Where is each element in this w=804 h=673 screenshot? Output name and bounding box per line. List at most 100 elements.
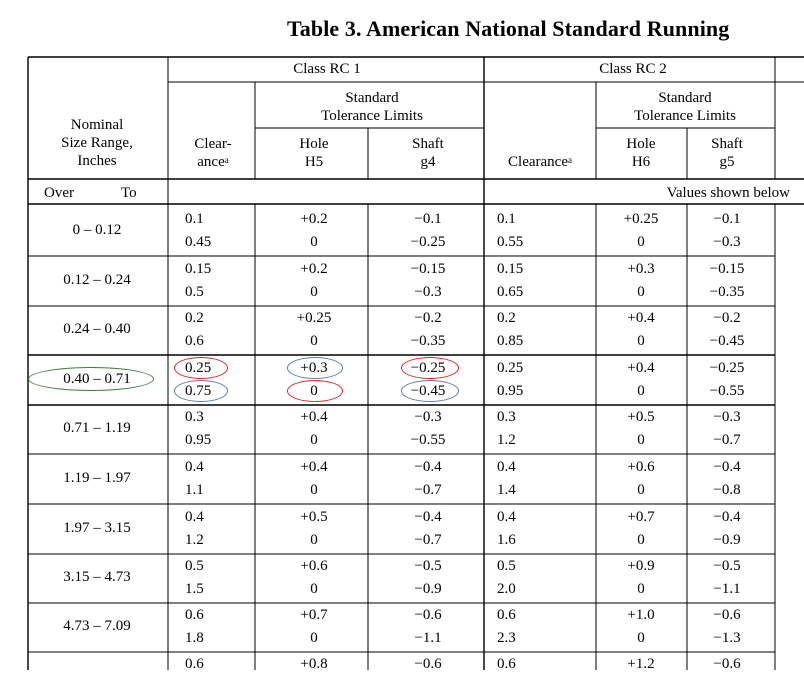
rc2-clearance-value: 0.95 bbox=[497, 383, 524, 399]
rc2-hole-h6-value: 0 bbox=[637, 482, 645, 498]
rc2-shaft-g5-value: −1.3 bbox=[713, 630, 741, 646]
nominal-size-range: 1.19 – 1.97 bbox=[63, 470, 131, 486]
nominal-size-range: 1.97 – 3.15 bbox=[63, 520, 131, 536]
blue-ellipse-mark-hole bbox=[287, 357, 343, 379]
rc1-shaft-g4-value: −0.9 bbox=[414, 581, 442, 597]
rc2-shaft-g5-value: −0.45 bbox=[709, 333, 745, 349]
rc1-shaft-g4-value: −0.6 bbox=[414, 607, 442, 623]
to-label: To bbox=[121, 185, 137, 201]
rc2-clearance-value: 0.4 bbox=[497, 509, 516, 525]
red-ellipse-mark-clearance bbox=[174, 357, 228, 379]
clearance-header-rc1-2: ancea bbox=[197, 154, 229, 170]
rc1-shaft-g4-value: −0.3 bbox=[414, 284, 442, 300]
rc1-shaft-g4-value: −0.1 bbox=[414, 211, 442, 227]
rc2-hole-h6-value: +0.7 bbox=[627, 509, 655, 525]
rc1-shaft-g4-value: −0.7 bbox=[414, 482, 442, 498]
rc2-hole-h6-value: 0 bbox=[637, 432, 645, 448]
rc1-shaft-g4-value: −0.35 bbox=[410, 333, 446, 349]
tol-limits-header-rc1: Tolerance Limits bbox=[321, 108, 423, 124]
rc1-shaft-g4-value: −1.1 bbox=[414, 630, 442, 646]
rc2-hole-h6-value: 0 bbox=[637, 581, 645, 597]
rc1-shaft-g4-value: −0.7 bbox=[414, 532, 442, 548]
rc1-hole-h5-value: +0.8 bbox=[300, 656, 328, 672]
rc1-clearance-value: 0.5 bbox=[185, 284, 204, 300]
rc1-clearance-value: 0.95 bbox=[185, 432, 212, 448]
rc1-clearance-value: 1.2 bbox=[185, 532, 204, 548]
rc1-shaft-g4-value: −0.2 bbox=[414, 310, 442, 326]
rc1-clearance-value: 1.8 bbox=[185, 630, 204, 646]
rc2-shaft-g5-value: −0.55 bbox=[709, 383, 745, 399]
rc1-hole-h5-value: +0.6 bbox=[300, 558, 328, 574]
rc2-hole-h6-value: 0 bbox=[637, 333, 645, 349]
rc2-hole-h6-value: 0 bbox=[637, 234, 645, 250]
rc2-clearance-value: 0.1 bbox=[497, 211, 516, 227]
class-rc1-header: Class RC 1 bbox=[293, 61, 361, 77]
rc2-shaft-g5-value: −0.7 bbox=[713, 432, 741, 448]
rc2-hole-h6-value: 0 bbox=[637, 284, 645, 300]
nominal-size-range: 0 – 0.12 bbox=[72, 222, 122, 238]
nominal-header-2: Size Range, bbox=[61, 135, 133, 151]
nominal-header-1: Nominal bbox=[70, 117, 124, 133]
rc2-hole-h6-value: 0 bbox=[637, 383, 645, 399]
rc1-hole-h5-value: +0.25 bbox=[296, 310, 332, 326]
rc1-hole-h5-value: 0 bbox=[310, 284, 318, 300]
rc1-clearance-value: 0.4 bbox=[185, 459, 204, 475]
rc1-hole-h5-value: 0 bbox=[310, 234, 318, 250]
red-ellipse-mark-hole bbox=[287, 380, 343, 402]
shaft-header-rc1: Shaft bbox=[412, 136, 444, 152]
h6-header: H6 bbox=[631, 154, 651, 170]
rc2-hole-h6-value: +0.6 bbox=[627, 459, 655, 475]
rc2-shaft-g5-value: −0.4 bbox=[713, 459, 741, 475]
rc2-clearance-value: 0.55 bbox=[497, 234, 524, 250]
rc2-clearance-value: 0.15 bbox=[497, 261, 524, 277]
hole-header-rc2: Hole bbox=[626, 136, 656, 152]
rc1-hole-h5-value: +0.2 bbox=[300, 211, 328, 227]
nominal-header-3: Inches bbox=[77, 153, 117, 169]
rc2-shaft-g5-value: −0.3 bbox=[713, 409, 741, 425]
rc2-hole-h6-value: +1.2 bbox=[627, 656, 655, 672]
clearance-header-rc1-1: Clear- bbox=[194, 136, 232, 152]
rc2-clearance-value: 0.6 bbox=[497, 656, 516, 672]
rc2-shaft-g5-value: −0.3 bbox=[713, 234, 741, 250]
rc1-clearance-value: 0.6 bbox=[185, 333, 204, 349]
rc2-clearance-value: 0.65 bbox=[497, 284, 524, 300]
rc2-shaft-g5-value: −0.15 bbox=[709, 261, 745, 277]
rc2-shaft-g5-value: −0.6 bbox=[713, 656, 741, 672]
nominal-size-range: 4.73 – 7.09 bbox=[63, 618, 131, 634]
table-title: Table 3. American National Standard Runn… bbox=[287, 16, 730, 41]
rc1-clearance-value: 1.1 bbox=[185, 482, 204, 498]
red-ellipse-mark-shaft bbox=[401, 357, 459, 379]
std-tol-header-rc1: Standard bbox=[345, 90, 399, 106]
tol-limits-header-rc2: Tolerance Limits bbox=[634, 108, 736, 124]
rc2-shaft-g5-value: −0.35 bbox=[709, 284, 745, 300]
rc1-shaft-g4-value: −0.15 bbox=[410, 261, 446, 277]
rc2-hole-h6-value: 0 bbox=[637, 532, 645, 548]
nominal-size-range: 0.12 – 0.24 bbox=[63, 272, 131, 288]
rc2-hole-h6-value: +0.4 bbox=[627, 310, 655, 326]
rc2-hole-h6-value: 0 bbox=[637, 630, 645, 646]
rc1-hole-h5-value: 0 bbox=[310, 581, 318, 597]
rc1-clearance-value: 0.5 bbox=[185, 558, 204, 574]
rc1-hole-h5-value: +0.7 bbox=[300, 607, 328, 623]
rc2-hole-h6-value: +0.3 bbox=[627, 261, 655, 277]
rc1-hole-h5-value: 0 bbox=[310, 482, 318, 498]
blue-ellipse-mark-clearance bbox=[174, 380, 228, 402]
rc1-hole-h5-value: 0 bbox=[310, 432, 318, 448]
rc2-hole-h6-value: +0.4 bbox=[627, 360, 655, 376]
rc1-clearance-value: 0.3 bbox=[185, 409, 204, 425]
rc2-clearance-value: 0.85 bbox=[497, 333, 524, 349]
shaft-header-rc2: Shaft bbox=[711, 136, 743, 152]
g5-header: g5 bbox=[719, 154, 735, 170]
rc1-shaft-g4-value: −0.4 bbox=[414, 459, 442, 475]
h5-header: H5 bbox=[304, 154, 324, 170]
rc1-clearance-value: 0.2 bbox=[185, 310, 204, 326]
rc2-hole-h6-value: +0.9 bbox=[627, 558, 655, 574]
over-label: Over bbox=[44, 185, 74, 201]
rc2-clearance-value: 0.4 bbox=[497, 459, 516, 475]
rc1-clearance-value: 0.6 bbox=[185, 656, 204, 672]
rc2-clearance-value: 2.3 bbox=[497, 630, 516, 646]
rc2-clearance-value: 1.6 bbox=[497, 532, 516, 548]
rc2-clearance-value: 0.6 bbox=[497, 607, 516, 623]
rc1-clearance-value: 0.6 bbox=[185, 607, 204, 623]
class-rc2-header: Class RC 2 bbox=[599, 61, 667, 77]
